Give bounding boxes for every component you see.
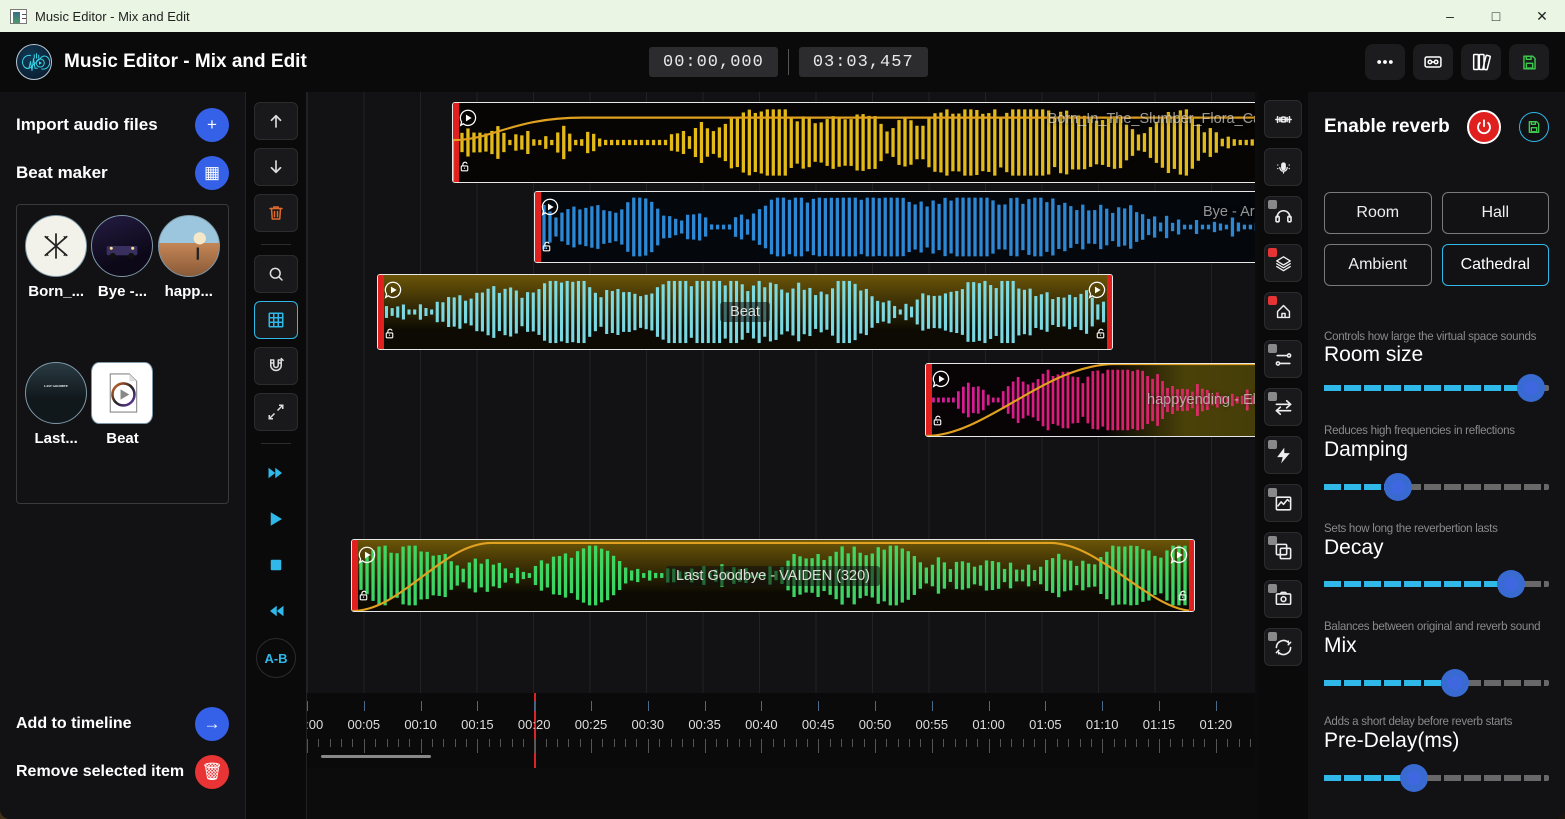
svg-text:LAST GOODBYE: LAST GOODBYE [44, 384, 68, 388]
